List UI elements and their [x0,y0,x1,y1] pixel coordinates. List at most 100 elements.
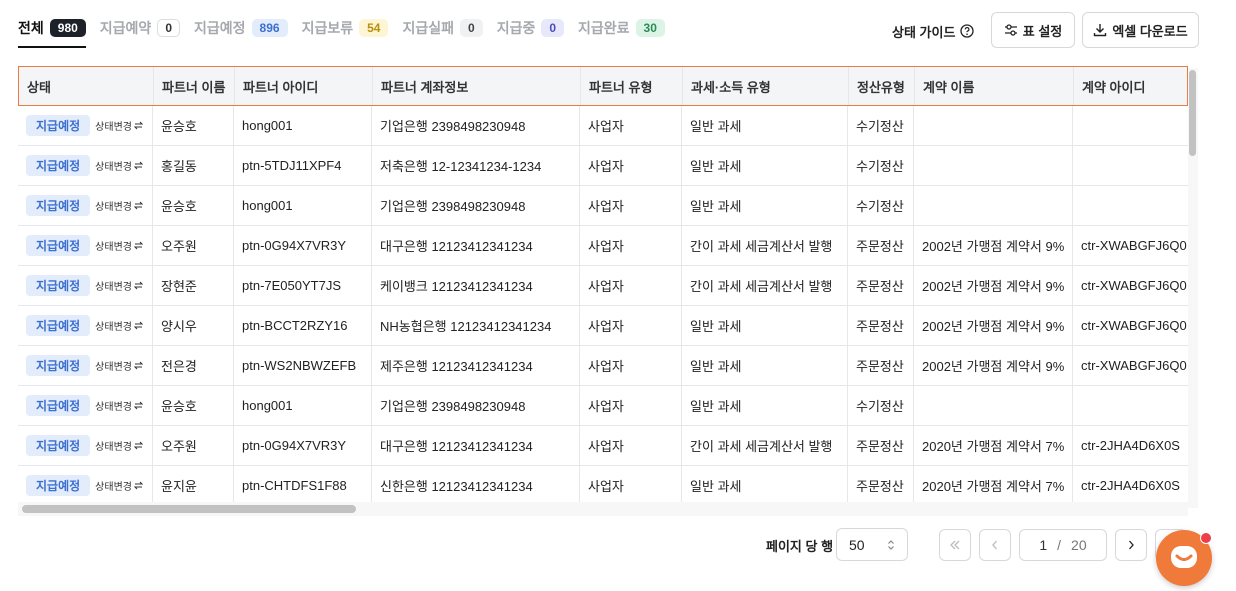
first-page-button[interactable] [939,529,971,561]
status-change[interactable]: 상태변경 [95,158,143,173]
tab[interactable]: 지급예약 0 [100,14,181,42]
status-badge: 지급예정 [26,355,91,376]
table-cell: 케이뱅크 12123412341234 [372,266,580,305]
tab-count: 0 [157,19,181,37]
table-cell: 수기정산 [848,106,914,145]
table-cell: ptn-BCCT2RZY16 [234,306,372,345]
table-cell: 주문정산 [848,226,914,265]
table-cell: ctr-XWABGFJ6Q0 [1073,266,1188,305]
table-cell: 2002년 가맹점 계약서 9% [914,266,1073,305]
status-guide[interactable]: 상태 가이드 [892,20,975,42]
rows-per-page-value: 50 [849,536,865,553]
status-change[interactable]: 상태변경 [95,358,143,373]
table-cell [1073,386,1188,425]
table-cell: NH농협은행 12123412341234 [372,306,580,345]
status-badge: 지급예정 [26,275,91,296]
table-cell: 수기정산 [848,386,914,425]
swap-icon [133,321,143,330]
table-cell: 신한은행 12123412341234 [372,466,580,502]
table-cell: 사업자 [580,466,682,502]
status-change[interactable]: 상태변경 [95,318,143,333]
status-change[interactable]: 상태변경 [95,118,143,133]
table-row[interactable]: 지급예정 상태변경 장현준 ptn-7E050YT7JS 케이뱅크 1212341234… [18,266,1188,306]
status-change[interactable]: 상태변경 [95,398,143,413]
table-cell: 대구은행 12123412341234 [372,226,580,265]
table-cell [1073,186,1188,225]
table-row[interactable]: 지급예정 상태변경 전은경 ptn-WS2NBWZEFB 제주은행 1212341234… [18,346,1188,386]
prev-icon [992,540,997,550]
status-badge: 지급예정 [26,475,91,496]
table-cell: 저축은행 12-12341234-1234 [372,146,580,185]
table-cell: 제주은행 12123412341234 [372,346,580,385]
tab[interactable]: 지급완료 30 [578,14,665,42]
status-cell: 지급예정 상태변경 [18,346,153,385]
next-page-button[interactable] [1115,529,1147,561]
table-cell: 수기정산 [848,146,914,185]
status-change[interactable]: 상태변경 [95,438,143,453]
table-row[interactable]: 지급예정 상태변경 홍길동 ptn-5TDJ11XPF4 저축은행 12-1234123… [18,146,1188,186]
tab-bar: 전체 980 지급예약 0 지급예정 896 지급보류 54 지급실패 0 지급중 0 지급완료 30 [18,14,665,48]
status-change[interactable]: 상태변경 [95,238,143,253]
table-cell [1073,146,1188,185]
table-row[interactable]: 지급예정 상태변경 오주원 ptn-0G94X7VR3Y 대구은행 1212341234… [18,226,1188,266]
rows-per-page-select[interactable]: 50 [836,528,908,561]
select-arrows [888,539,894,550]
tab[interactable]: 전체 980 [18,14,86,48]
tab-label: 지급예정 [194,20,246,36]
status-change-label: 상태변경 [95,442,132,453]
table-row[interactable]: 지급예정 상태변경 윤승호 hong001 기업은행 2398498230948 사업자 일… [18,106,1188,146]
tab[interactable]: 지급중 0 [497,14,565,42]
status-guide-label: 상태 가이드 [892,24,956,40]
download-icon [1094,24,1107,37]
horizontal-scroll-thumb[interactable] [22,505,356,513]
table-cell: 사업자 [580,426,682,465]
swap-icon [133,201,143,210]
tab-count: 54 [359,19,389,37]
table-cell: 주문정산 [848,266,914,305]
status-change[interactable]: 상태변경 [95,478,143,493]
status-cell: 지급예정 상태변경 [18,306,153,345]
page-input[interactable]: 1 / 20 [1019,529,1107,561]
tab[interactable]: 지급예정 896 [194,14,288,42]
tab-label: 지급실패 [402,20,454,36]
table-cell: ptn-WS2NBWZEFB [234,346,372,385]
table-cell: 사업자 [580,306,682,345]
table-cell: 기업은행 2398498230948 [372,106,580,145]
table-cell: ctr-XWABGFJ6Q0 [1073,346,1188,385]
status-badge: 지급예정 [26,315,91,336]
tab-count: 30 [635,19,665,37]
status-badge: 지급예정 [26,395,91,416]
table-row[interactable]: 지급예정 상태변경 윤지윤 ptn-CHTDFS1F88 신한은행 1212341234… [18,466,1188,502]
status-change[interactable]: 상태변경 [95,198,143,213]
table-row[interactable]: 지급예정 상태변경 양시우 ptn-BCCT2RZY16 NH농협은행 12123412… [18,306,1188,346]
data-table: 상태 파트너 이름 파트너 아이디 파트너 계좌정보 파트너 유형 과세·소득 유형 정산유… [18,66,1188,502]
chat-icon [1171,546,1197,568]
table-cell [914,186,1073,225]
status-change-label: 상태변경 [95,162,132,173]
header-cell: 파트너 아이디 [235,67,373,105]
page-separator: / [1057,537,1062,553]
tab[interactable]: 지급실패 0 [402,14,483,42]
header-cell: 정산유형 [849,67,915,105]
tab-count: 896 [251,19,288,37]
tab[interactable]: 지급보류 54 [302,14,389,42]
status-change-label: 상태변경 [95,122,132,133]
header-cell: 상태 [19,67,154,105]
swap-icon [133,361,143,370]
header-cell: 파트너 유형 [581,67,683,105]
table-settings-button[interactable]: 표 설정 [991,12,1075,48]
vertical-scroll-thumb[interactable] [1189,70,1196,156]
table-cell: ptn-7E050YT7JS [234,266,372,305]
excel-download-button[interactable]: 엑셀 다운로드 [1082,12,1199,48]
status-change-label: 상태변경 [95,282,132,293]
prev-page-button[interactable] [979,529,1011,561]
table-cell: 사업자 [580,346,682,385]
status-change[interactable]: 상태변경 [95,278,143,293]
table-row[interactable]: 지급예정 상태변경 윤승호 hong001 기업은행 2398498230948 사업자 일… [18,186,1188,226]
help-icon [960,24,975,38]
notification-dot [1200,532,1212,544]
table-row[interactable]: 지급예정 상태변경 윤승호 hong001 기업은행 2398498230948 사업자 일… [18,386,1188,426]
table-row[interactable]: 지급예정 상태변경 오주원 ptn-0G94X7VR3Y 대구은행 1212341234… [18,426,1188,466]
table-cell: 간이 과세 세금계산서 발행 [682,426,848,465]
table-cell: 윤승호 [153,186,234,225]
